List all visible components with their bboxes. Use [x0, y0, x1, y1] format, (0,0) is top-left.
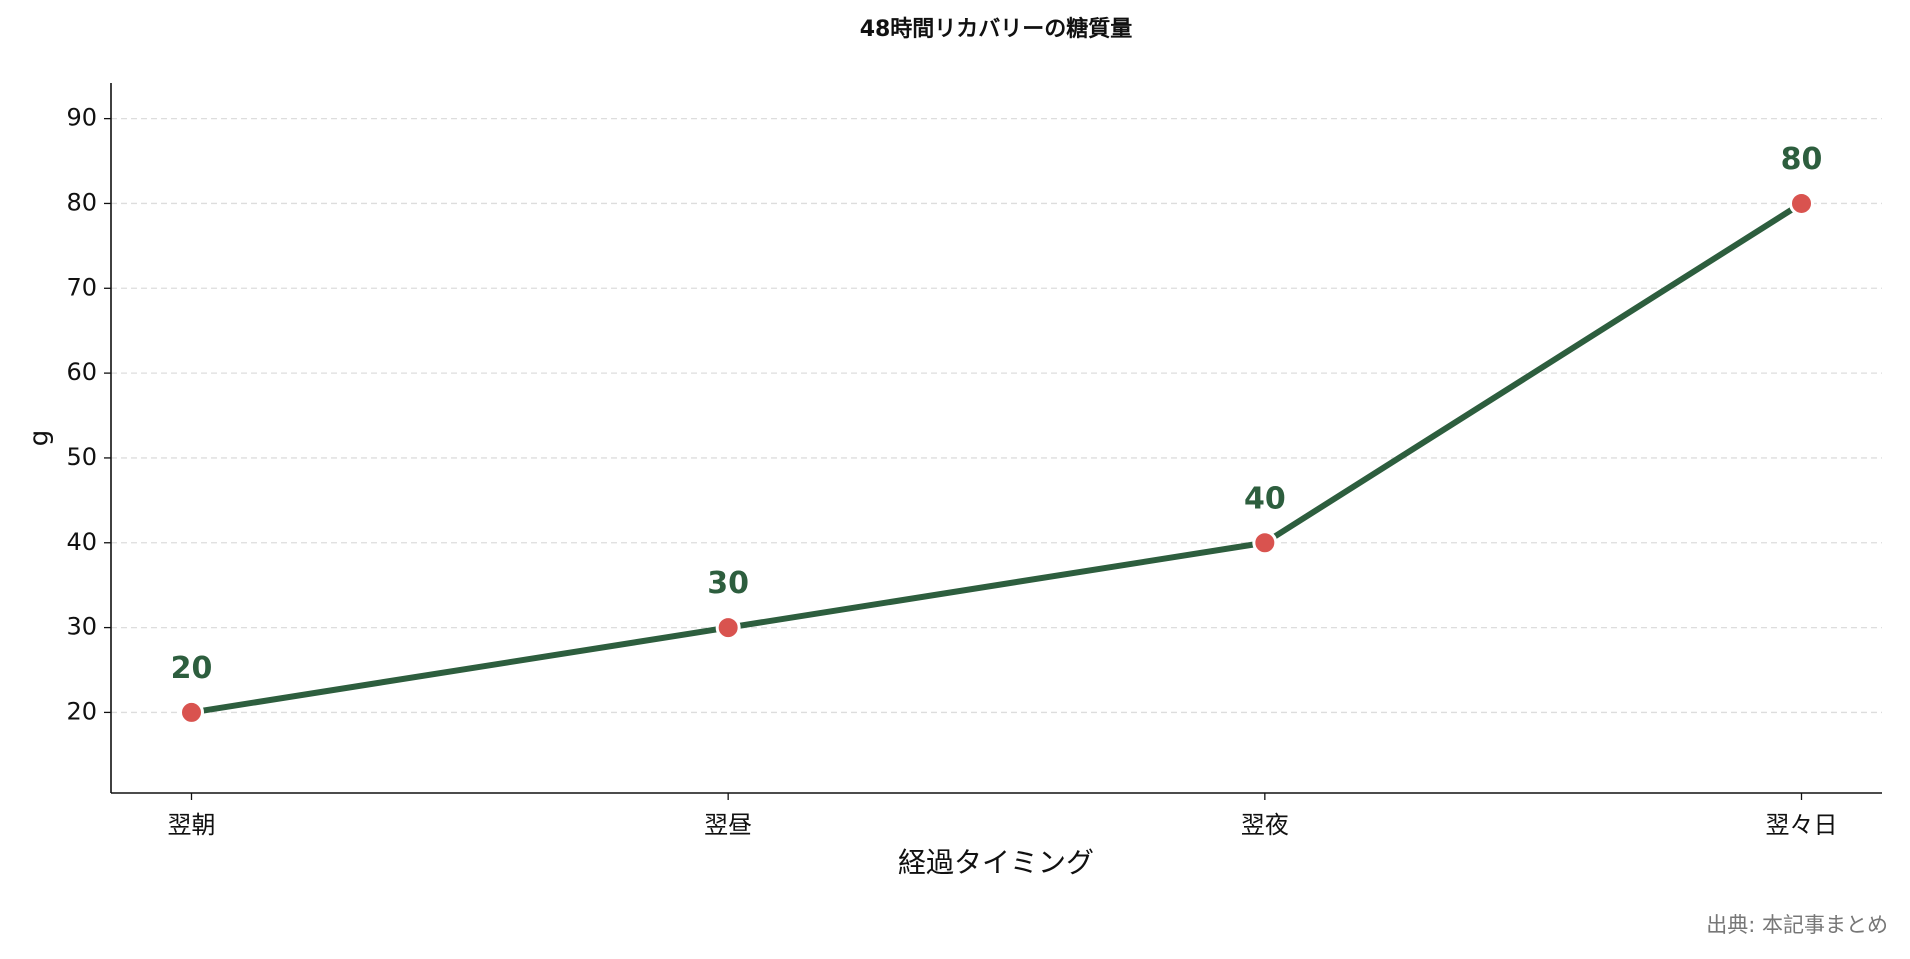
y-tick-label: 30 [66, 613, 97, 641]
y-tick-label: 70 [66, 273, 97, 301]
y-tick-label: 50 [66, 443, 97, 471]
y-tick-label: 40 [66, 528, 97, 556]
data-label: 40 [1244, 481, 1286, 516]
x-tick-label: 翌々日 [1766, 811, 1838, 839]
y-tick-label: 80 [66, 188, 97, 216]
marker [1252, 530, 1278, 556]
y-tick-label: 90 [66, 104, 97, 132]
y-tick-label: 20 [66, 697, 97, 725]
y-tick-label: 60 [66, 358, 97, 386]
y-axis-label: g [25, 430, 55, 447]
data-label: 30 [707, 566, 749, 601]
marker [1789, 190, 1814, 216]
x-tick-label: 翌夜 [1241, 811, 1289, 839]
source-note: 出典: 本記事まとめ [1706, 913, 1888, 937]
data-label: 80 [1781, 142, 1823, 177]
marker [179, 699, 204, 725]
x-tick-label: 翌昼 [704, 811, 752, 839]
marker [715, 615, 741, 641]
chart-title: 48時間リカバリーの糖質量 [860, 16, 1133, 42]
x-tick-label: 翌朝 [168, 811, 216, 839]
x-axis-label: 経過タイミング [898, 846, 1094, 879]
data-label: 20 [171, 651, 213, 686]
line [191, 200, 1804, 716]
